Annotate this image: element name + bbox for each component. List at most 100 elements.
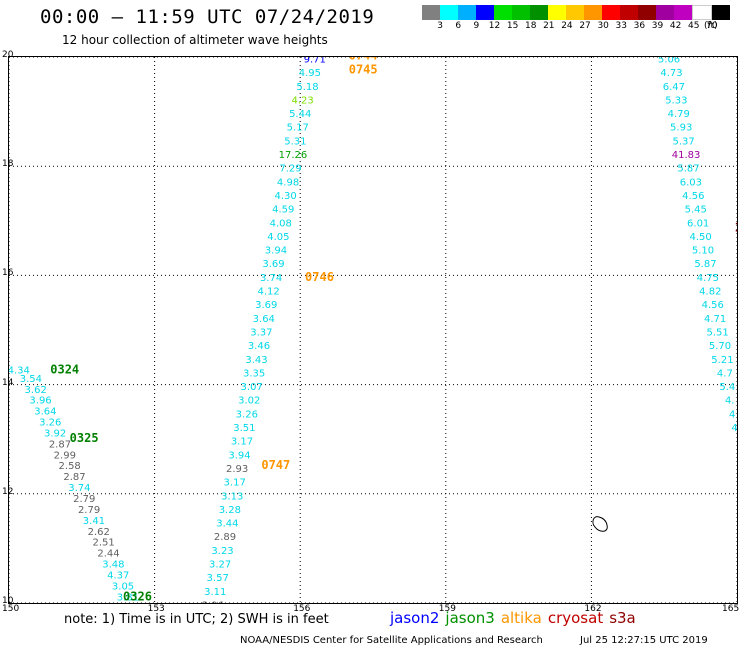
wave-height-value: 3.57 <box>207 573 229 584</box>
latitude-tick-label: 16 <box>2 268 14 279</box>
colorbar-swatch <box>476 5 494 20</box>
pass-time-label: 0325 <box>70 431 99 445</box>
wave-height-value: 4.95 <box>299 68 321 79</box>
latitude-tick-label: 12 <box>2 486 14 497</box>
map-subtitle: 12 hour collection of altimeter wave hei… <box>62 33 328 47</box>
wave-height-value: 3.17 <box>231 437 253 448</box>
wave-height-value: 3.05 <box>112 581 134 592</box>
wave-height-value: 4.82 <box>699 287 721 298</box>
colorbar-swatch <box>458 5 476 20</box>
wave-height-value: 4.23 <box>291 95 313 106</box>
wave-height-value: 5.37 <box>672 136 694 147</box>
colorbar-label: 6 <box>455 21 462 31</box>
wave-height-value: 4.75 <box>697 273 719 284</box>
wave-height-value: 4.79 <box>668 109 690 120</box>
colorbar-label: 70 <box>706 21 718 31</box>
wave-height-value: 5.18 <box>296 82 318 93</box>
wave-height-value: 3.69 <box>262 259 284 270</box>
pass-time-label: 0324 <box>50 363 79 377</box>
wave-height-value: 3.23 <box>211 546 233 557</box>
longitude-tick-label: 150 <box>2 604 20 614</box>
latitude-tick-label: 14 <box>2 377 14 388</box>
colorbar-label: 39 <box>651 21 664 31</box>
colorbar-swatch <box>712 5 730 20</box>
wave-height-value: 5.87 <box>677 164 699 175</box>
wave-height-value: 2.93 <box>226 464 248 475</box>
wave-height-value: 4.30 <box>275 191 297 202</box>
wave-height-value: 3.69 <box>255 300 277 311</box>
wave-height-value: 3.74 <box>260 273 282 284</box>
wave-height-value: 4.34 <box>9 366 30 377</box>
pass-time-label: 0747 <box>261 458 290 472</box>
wave-height-value: 6.03 <box>680 177 702 188</box>
colorbar-swatch <box>494 5 512 20</box>
colorbar-swatch <box>422 5 440 20</box>
wave-height-value: 4 <box>729 409 735 420</box>
colorbar-label: 21 <box>543 21 555 31</box>
colorbar-swatch <box>674 5 692 20</box>
wave-height-value: 5.06 <box>658 57 680 65</box>
wave-height-value: 3.13 <box>221 491 243 502</box>
wave-height-value: 5.10 <box>692 246 714 257</box>
colorbar-swatch <box>692 5 712 20</box>
wave-height-value: 2.96 <box>202 600 224 603</box>
legend-entry-altika: altika <box>500 609 542 627</box>
wave-height-value: 4.59 <box>272 205 294 216</box>
wave-height-value: 3.48 <box>102 560 124 571</box>
wave-height-value: 4.37 <box>107 570 129 581</box>
colorbar-label: 42 <box>669 21 682 31</box>
legend-entry-cryosat: cryosat <box>547 609 604 627</box>
wave-height-value: 4. <box>725 396 735 407</box>
colorbar-label: 36 <box>633 21 646 31</box>
island-outline <box>592 516 608 532</box>
wave-height-value: 6.01 <box>687 218 709 229</box>
wave-height-value: 2.51 <box>93 538 115 549</box>
wave-height-value: 2.79 <box>73 494 95 505</box>
wave-height-value: 3.28 <box>219 505 241 516</box>
wave-height-value: 4 <box>731 423 737 434</box>
wave-height-value: 3.51 <box>233 423 255 434</box>
wave-height-value: 5.87 <box>694 259 716 270</box>
colorbar-label: 3 <box>437 21 443 31</box>
wave-height-value: 5.31 <box>284 136 306 147</box>
wave-height-value: 3.17 <box>224 478 246 489</box>
wave-height-value: 3.27 <box>209 560 231 571</box>
pass-time-label: 0326 <box>123 589 152 603</box>
colorbar-label: 24 <box>561 21 573 31</box>
wave-height-value: 5.17 <box>287 123 309 134</box>
wave-height-value: 4.05 <box>267 232 289 243</box>
map-title: 00:00 – 11:59 UTC 07/24/2019 <box>40 6 375 28</box>
colorbar-label: 27 <box>579 21 591 31</box>
wave-height-value: 3.62 <box>25 385 47 396</box>
longitude-tick-label: 156 <box>293 604 311 614</box>
wave-height-value: 3.46 <box>248 341 270 352</box>
legend-entry-s3a: s3a <box>609 609 636 627</box>
wave-height-value: 3.26 <box>236 409 258 420</box>
wave-height-value: 2.87 <box>49 439 71 450</box>
wave-height-value: 5.4 <box>719 382 735 393</box>
wave-height-value: 4.7 <box>717 368 733 379</box>
wave-height-value: 4.56 <box>682 191 704 202</box>
wave-height-value: 5.51 <box>706 327 728 338</box>
wave-height-colorbar <box>422 5 730 20</box>
colorbar-swatch <box>602 5 620 20</box>
colorbar-label: 12 <box>488 21 501 31</box>
wave-height-value: 4.56 <box>702 300 724 311</box>
colorbar-label: 9 <box>473 21 480 31</box>
wave-height-value: 2.99 <box>54 450 76 461</box>
generated-timestamp: Jul 25 12:27:15 UTC 2019 <box>580 635 708 646</box>
colorbar-label: 45 <box>688 21 700 31</box>
colorbar-labels: 3 6 9 12 15 18 21 24 27 30 33 36 39 42 45 70 <box>422 21 730 33</box>
wave-height-value: 3.81 <box>117 592 139 603</box>
wave-height-value: 4.71 <box>704 314 726 325</box>
colorbar-label: 18 <box>524 21 537 31</box>
wave-height-value: 4.50 <box>689 232 711 243</box>
legend-entry-jason3: jason3 <box>445 609 495 627</box>
colorbar-label: 30 <box>597 21 609 31</box>
wave-height-value: 3.54 <box>20 374 42 385</box>
wave-height-value: 3.96 <box>29 396 51 407</box>
wave-height-value: 5.44 <box>289 109 311 120</box>
wave-height-value: 5.21 <box>711 355 733 366</box>
wave-height-value: 3.74 <box>68 483 90 494</box>
wave-height-value: 2.87 <box>63 472 85 483</box>
